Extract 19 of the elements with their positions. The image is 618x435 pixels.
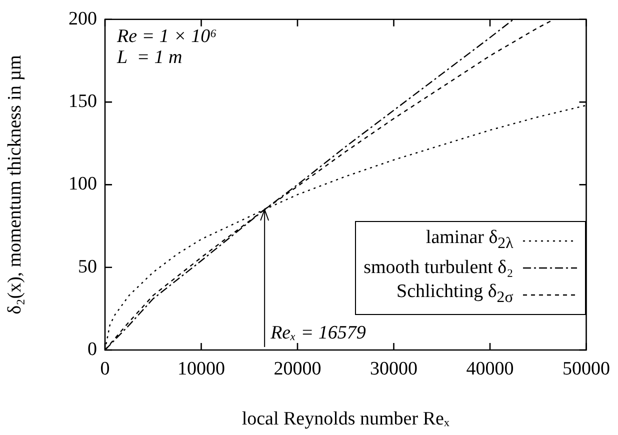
x-tick-label: 50000 — [562, 358, 610, 380]
legend-label: Schlichting δ$_{2σ}$ — [396, 280, 514, 308]
y-axis-title: δ₂(x), momentum thickness in µm — [4, 54, 26, 314]
x-tick-label: 10000 — [178, 358, 225, 380]
annotation: L = 1 m — [116, 46, 182, 68]
y-tick-label: 0 — [88, 338, 97, 360]
annotation: Re = 1 × 10⁶ — [116, 26, 217, 47]
x-axis-title: local Reynolds number Reₓ — [242, 408, 450, 430]
legend-label: laminar δ$_{2λ}$ — [426, 226, 514, 254]
annotation: Reₓ = 16579 — [270, 322, 366, 344]
y-tick-label: 150 — [68, 91, 97, 112]
y-tick-label: 50 — [78, 256, 97, 278]
legend-label: smooth turbulent δ₂ — [364, 256, 514, 280]
x-tick-label: 0 — [100, 358, 110, 380]
x-tick-label: 30000 — [370, 358, 418, 380]
x-tick-label: 40000 — [466, 358, 514, 380]
y-tick-label: 200 — [68, 8, 97, 30]
x-tick-label: 20000 — [274, 358, 322, 380]
y-tick-label: 100 — [68, 174, 97, 195]
